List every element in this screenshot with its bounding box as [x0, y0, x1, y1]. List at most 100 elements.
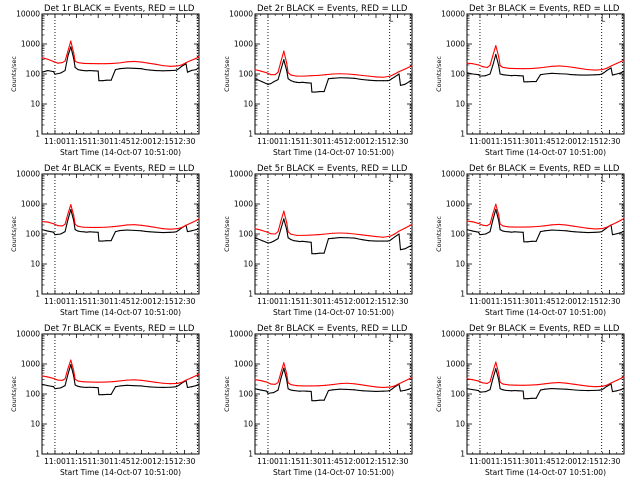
chart-panel-2: Det 2r BLACK = Events, RED = LLD 1 10 100 10… [223, 4, 413, 157]
events-series-segment [489, 64, 494, 75]
events-series-segment [178, 382, 183, 386]
lld-series-segment [70, 204, 75, 216]
lld-series-segment [325, 383, 334, 386]
events-series-segment [466, 72, 474, 75]
x-tick-label: 11:30 [87, 297, 109, 306]
events-series-segment [522, 390, 525, 400]
events-series-segment [565, 230, 572, 232]
lld-series-segment [601, 384, 608, 387]
events-series-segment [610, 383, 614, 393]
events-series-segment [399, 389, 406, 392]
lld-series-segment [77, 380, 85, 383]
y-tick-label: 10 [455, 420, 465, 429]
lld-series-segment [389, 385, 396, 388]
events-series-segment [565, 73, 572, 76]
y-tick-label: 10000 [229, 10, 253, 19]
events-series-segment [492, 53, 497, 66]
events-series-segment [535, 74, 542, 83]
events-series-segment [286, 379, 289, 390]
lld-series-segment [104, 226, 114, 228]
events-series-segment [114, 385, 121, 388]
lld-series-segment [73, 52, 76, 62]
attenuator-marker: L [601, 175, 606, 184]
x-tick-label: 11:45 [109, 137, 131, 146]
lld-series-segment [47, 221, 55, 225]
lld-series-segment [408, 376, 413, 380]
y-tick-label: 1000 [21, 360, 40, 369]
y-tick-label: 1000 [446, 40, 465, 49]
lld-series-segment [260, 380, 268, 383]
x-tick-label: 12:30 [174, 137, 196, 146]
lld-series-segment [112, 380, 121, 383]
x-tick-label: 12:15 [365, 457, 387, 466]
lld-series-segment [498, 214, 501, 225]
lld-series-segment [265, 381, 272, 385]
lld-series-segment [52, 377, 59, 381]
x-tick-label: 12:00 [131, 457, 153, 466]
y-tick-label: 10000 [441, 170, 465, 179]
events-series-segment [606, 67, 612, 72]
events-series-segment [610, 67, 614, 76]
y-tick-label: 1 [35, 130, 40, 139]
lld-series-segment [466, 62, 474, 65]
events-series-segment [41, 383, 49, 387]
lld-series-segment [601, 67, 608, 71]
events-series-segment [620, 387, 625, 391]
events-series-segment [47, 230, 55, 233]
lld-series-segment [544, 382, 553, 385]
events-series-segment [254, 237, 263, 242]
y-axis-label: Counts/sec [10, 376, 18, 412]
lld-series-segment [580, 384, 589, 387]
y-tick-label: 100 [26, 390, 41, 399]
lld-series-segment [140, 61, 150, 64]
x-tick-label: 11:15 [66, 457, 88, 466]
events-series-segment [535, 389, 542, 399]
lld-series-segment [472, 63, 480, 66]
x-tick-label: 12:30 [599, 137, 621, 146]
y-tick-label: 1000 [234, 40, 253, 49]
y-tick-label: 1 [460, 130, 465, 139]
x-tick-label: 11:00 [469, 457, 491, 466]
events-series-segment [310, 390, 313, 402]
events-series-segment [398, 383, 402, 392]
lld-series-segment [61, 223, 66, 227]
lld-series-segment [52, 60, 59, 64]
events-series-segment [353, 77, 360, 80]
lld-series-segment [260, 229, 268, 233]
events-series-segment [472, 73, 480, 76]
lld-series-segment [317, 74, 327, 76]
lld-series-segment [195, 56, 200, 59]
lld-series-segment [195, 218, 200, 222]
y-tick-label: 10000 [441, 10, 465, 19]
lld-series-segment [601, 226, 608, 230]
lld-series-segment [64, 50, 69, 62]
events-series-segment [391, 236, 396, 240]
events-series-segment [485, 231, 491, 235]
plot-frame [254, 333, 413, 455]
events-series-segment [273, 238, 279, 242]
events-series-segment [287, 237, 292, 241]
lld-series-segment [140, 379, 150, 382]
lld-series-segment [274, 231, 279, 235]
events-series-segment [611, 233, 618, 236]
lld-series-segment [286, 373, 289, 384]
events-series-segment [522, 231, 525, 243]
lld-series-segment [191, 375, 197, 379]
x-tick-label: 11:15 [279, 297, 301, 306]
events-series-segment [277, 377, 282, 391]
events-series-segment [544, 72, 553, 75]
events-series-segment [479, 391, 487, 393]
lld-series-segment [191, 57, 197, 61]
x-tick-label: 11:45 [109, 457, 131, 466]
events-series-segment [54, 387, 62, 390]
events-series-segment [391, 386, 396, 390]
attenuator-marker: L [601, 15, 606, 24]
events-series-segment [60, 231, 66, 235]
lld-series-segment [616, 219, 622, 223]
lld-series-segment [492, 45, 497, 56]
lld-series-segment [499, 65, 504, 69]
events-series-segment [74, 66, 79, 71]
lld-series-segment [67, 40, 72, 52]
y-tick-label: 1 [248, 130, 253, 139]
x-tick-label: 12:30 [387, 297, 409, 306]
